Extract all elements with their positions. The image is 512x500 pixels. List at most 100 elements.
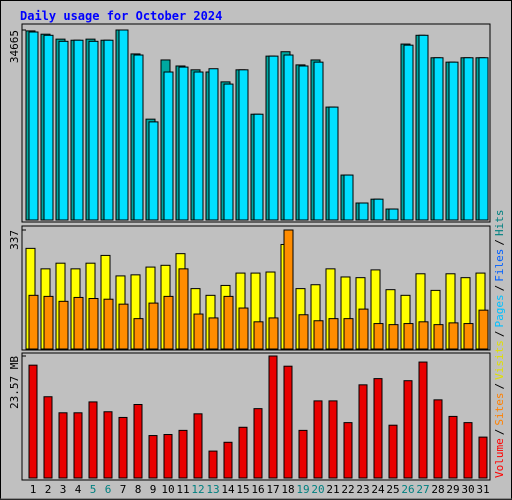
bar	[148, 435, 158, 479]
bar	[148, 121, 159, 221]
bar	[43, 295, 54, 350]
bar	[223, 441, 233, 479]
x-tick-label: 29	[446, 483, 459, 496]
bar	[133, 318, 144, 350]
bar	[313, 320, 324, 350]
legend: Volume / Sites / Visits / Pages / Files / Hits	[493, 210, 506, 479]
x-tick-label: 11	[176, 483, 189, 496]
bar	[403, 380, 413, 479]
bar	[178, 268, 189, 350]
bar	[328, 318, 339, 350]
x-tick-label: 24	[371, 483, 385, 496]
bar	[313, 400, 323, 479]
legend-item: Sites	[493, 393, 506, 426]
legend-item: Volume	[493, 438, 506, 478]
x-tick-label: 14	[221, 483, 235, 496]
legend-item: Files	[493, 249, 506, 282]
x-tick-label: 23	[356, 483, 369, 496]
bar	[418, 321, 429, 350]
bar	[103, 411, 113, 479]
legend-separator: /	[493, 331, 506, 338]
legend-item: Pages	[493, 294, 506, 327]
bar	[118, 303, 129, 350]
bar	[73, 39, 84, 221]
bar	[388, 324, 399, 350]
bar	[73, 412, 83, 479]
bar	[418, 361, 428, 479]
x-tick-label: 17	[266, 483, 279, 496]
x-tick-label: 16	[251, 483, 264, 496]
bar	[103, 298, 114, 350]
x-tick-label: 10	[161, 483, 174, 496]
bar	[478, 57, 489, 221]
bar	[298, 429, 308, 479]
bar	[88, 40, 99, 221]
bar	[298, 65, 309, 221]
x-tick-label: 15	[236, 483, 249, 496]
y-tick-label: 23.57 MB	[8, 356, 21, 409]
y-tick-label: 337	[8, 230, 21, 250]
bar	[343, 422, 353, 479]
bar	[268, 55, 279, 221]
bar	[178, 429, 188, 479]
bar	[88, 401, 98, 479]
bar	[298, 314, 309, 350]
bar	[358, 308, 369, 350]
x-tick-label: 3	[60, 483, 67, 496]
bar	[373, 378, 383, 479]
bar	[478, 309, 489, 350]
bar	[448, 415, 458, 479]
bar	[28, 294, 39, 350]
legend-separator: /	[493, 239, 506, 246]
bar	[238, 307, 249, 350]
x-tick-label: 9	[150, 483, 157, 496]
bar	[163, 434, 173, 479]
x-tick-label: 26	[401, 483, 414, 496]
x-tick-label: 18	[281, 483, 294, 496]
bar	[283, 365, 293, 479]
bar	[373, 198, 384, 221]
bar	[358, 202, 369, 221]
bar	[358, 384, 368, 479]
legend-separator: /	[493, 429, 506, 436]
bar	[268, 355, 278, 479]
x-tick-label: 8	[135, 483, 142, 496]
x-tick-label: 1	[30, 483, 37, 496]
bar	[313, 61, 324, 221]
x-tick-label: 13	[206, 483, 219, 496]
bar	[103, 39, 114, 221]
bar	[193, 313, 204, 350]
bar	[343, 174, 354, 221]
bar	[328, 106, 339, 221]
chart-title: Daily usage for October 2024	[20, 9, 222, 23]
bar	[193, 413, 203, 479]
x-tick-label: 27	[416, 483, 429, 496]
bar	[118, 416, 128, 479]
bar	[373, 323, 384, 350]
bar	[73, 296, 84, 350]
bar	[388, 424, 398, 479]
bar	[478, 436, 488, 479]
bar	[238, 69, 249, 221]
bar	[403, 323, 414, 350]
x-tick-label: 30	[461, 483, 474, 496]
bar	[163, 71, 174, 221]
bar	[208, 317, 219, 350]
bar	[238, 426, 248, 479]
bar	[283, 229, 294, 350]
bar	[268, 317, 279, 350]
bar	[178, 66, 189, 221]
bar	[463, 57, 474, 221]
legend-item: Hits	[493, 210, 506, 237]
legend-item: Visits	[493, 340, 506, 380]
x-tick-label: 25	[386, 483, 399, 496]
x-tick-label: 6	[105, 483, 112, 496]
bar	[28, 364, 38, 479]
bar	[463, 323, 474, 350]
x-tick-label: 31	[476, 483, 489, 496]
bar	[133, 403, 143, 479]
bar	[223, 295, 234, 350]
bar	[433, 324, 444, 350]
legend-separator: /	[493, 383, 506, 390]
